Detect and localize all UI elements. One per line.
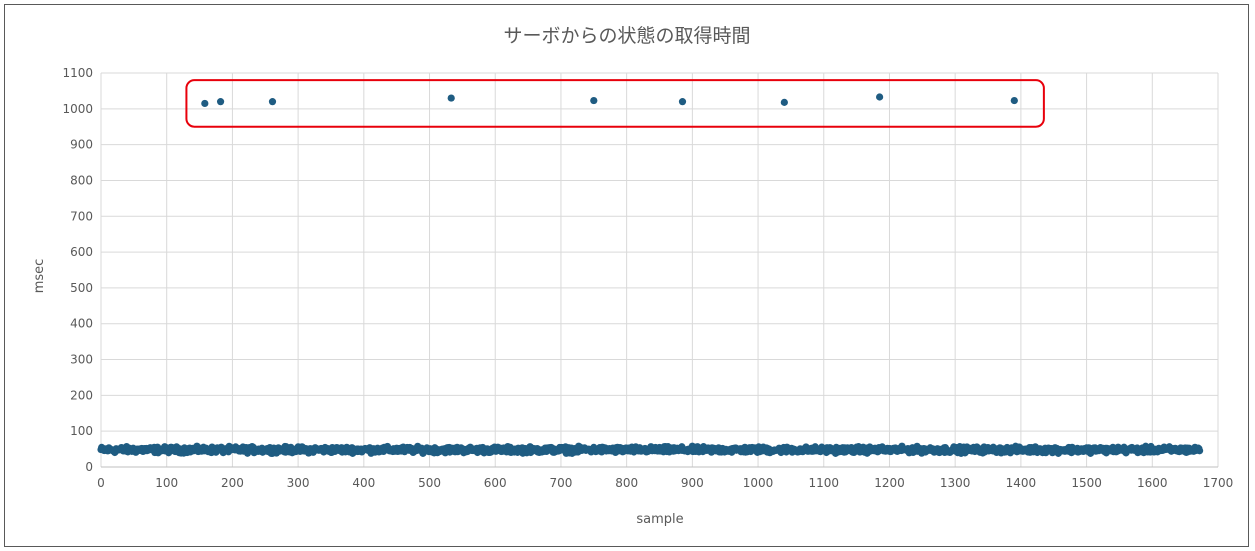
outlier-highlight-box: [185, 79, 1045, 128]
outlier-point: [1010, 96, 1018, 105]
x-tick-label: 1300: [940, 476, 971, 490]
x-tick-label: 400: [352, 476, 375, 490]
x-tick-label: 1700: [1203, 476, 1234, 490]
outlier-point: [201, 99, 209, 108]
y-tick-label: 300: [70, 353, 93, 367]
x-axis-label: sample: [636, 512, 683, 527]
y-tick-label: 1000: [62, 102, 93, 116]
y-tick-label: 900: [70, 138, 93, 152]
outlier-point: [268, 98, 277, 106]
scatter-chart: サーボからの状態の取得時間 0 100 200 300 400 500 600 700 800 9…: [32, 25, 1233, 527]
x-tick-label: 200: [221, 476, 244, 490]
x-axis-ticks: 0 100 200 300 400 500 600 700 800 900 1000 1100 1200…: [97, 476, 1233, 490]
y-axis-ticks: 0 100 200 300 400 500 600 700 800 900 1000 1100: [62, 66, 93, 474]
y-tick-label: 500: [70, 281, 93, 295]
x-tick-label: 700: [549, 476, 572, 490]
x-tick-label: 500: [418, 476, 441, 490]
x-tick-label: 300: [287, 476, 310, 490]
x-tick-label: 1000: [743, 476, 774, 490]
outlier-point: [678, 98, 687, 106]
x-tick-label: 1100: [808, 476, 839, 490]
x-tick-label: 1500: [1071, 476, 1102, 490]
y-tick-label: 200: [70, 388, 93, 402]
outlier-point: [216, 98, 225, 106]
x-tick-label: 1600: [1137, 476, 1168, 490]
annotations: [185, 79, 1045, 128]
x-tick-label: 900: [681, 476, 704, 490]
chart-frame: サーボからの状態の取得時間 0 100 200 300 400 500 600 700 800 9…: [4, 4, 1249, 547]
outlier-point: [876, 93, 884, 101]
outlier-point: [447, 94, 455, 102]
y-tick-label: 600: [70, 245, 93, 259]
x-tick-label: 0: [97, 476, 105, 490]
y-tick-label: 800: [70, 173, 93, 187]
chart-title: サーボからの状態の取得時間: [503, 25, 750, 47]
y-axis-label: msec: [32, 259, 47, 294]
x-tick-label: 600: [484, 476, 507, 490]
y-tick-label: 0: [85, 460, 93, 474]
x-tick-label: 800: [615, 476, 638, 490]
data-points: [97, 93, 1204, 457]
x-tick-label: 1400: [1006, 476, 1037, 490]
outlier-point: [780, 98, 788, 106]
y-tick-label: 1100: [62, 66, 93, 80]
y-tick-label: 700: [70, 209, 93, 223]
x-tick-label: 100: [155, 476, 178, 490]
x-tick-label: 1200: [874, 476, 905, 490]
data-point: [1196, 447, 1204, 455]
y-tick-label: 400: [70, 317, 93, 331]
y-tick-label: 100: [70, 424, 93, 438]
outlier-point: [590, 96, 598, 105]
gridlines: [100, 72, 1219, 468]
